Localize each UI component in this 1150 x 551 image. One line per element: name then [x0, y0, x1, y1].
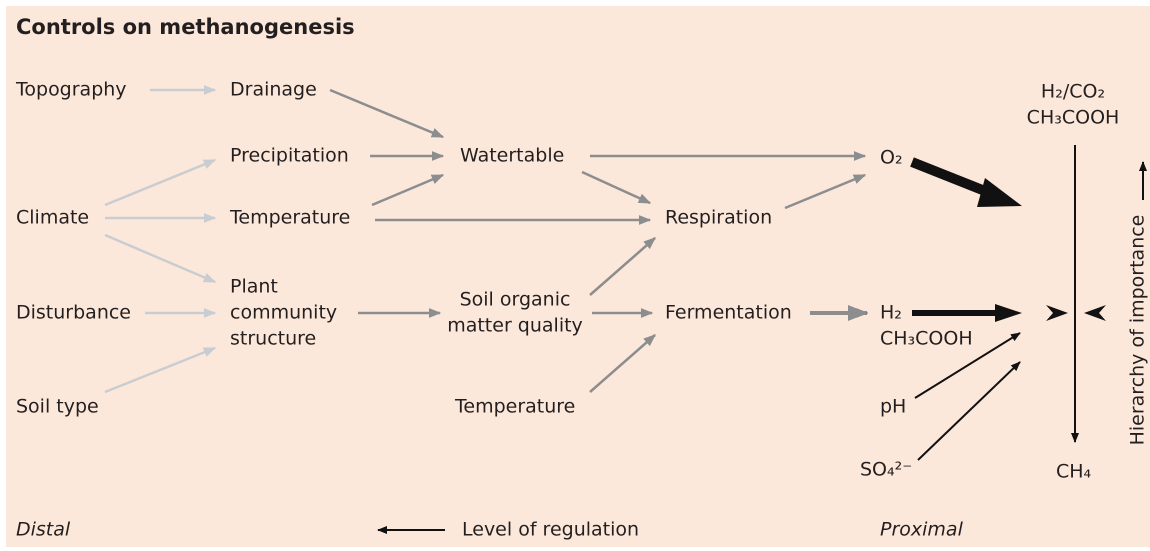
node-label: structure: [230, 328, 316, 350]
node-label: CH₃COOH: [880, 328, 973, 350]
footer-right: Proximal: [880, 519, 964, 541]
node-label: Temperature: [454, 396, 575, 418]
node-label: matter quality: [447, 315, 583, 337]
distal-arrows: [104, 85, 217, 394]
node-label: Drainage: [230, 79, 317, 101]
node-label: Temperature: [229, 207, 350, 229]
footer-left: Distal: [16, 519, 71, 541]
node-label: Climate: [16, 207, 89, 229]
node-label: CH₄: [1056, 461, 1092, 483]
node-label: H₂: [880, 302, 902, 324]
node-label: H₂/CO₂: [1041, 81, 1105, 103]
node-label: pH: [880, 396, 906, 418]
background: [6, 6, 1150, 547]
node-label: Topography: [15, 79, 127, 101]
node-label: CH₃COOH: [1027, 107, 1120, 129]
node-label: SO₄²⁻: [860, 459, 912, 481]
title: Controls on methanogenesis: [16, 15, 355, 39]
node-label: Plant: [230, 276, 278, 298]
footer-center: Level of regulation: [462, 519, 639, 541]
node-label: Precipitation: [230, 145, 349, 167]
proximal-arrows: [377, 145, 1147, 534]
node-label: Watertable: [460, 145, 564, 167]
node-label: community: [230, 302, 337, 324]
node-label: Soil type: [16, 396, 99, 418]
node-label: O₂: [880, 147, 903, 169]
node-label: Soil organic: [460, 289, 571, 311]
node-label: Fermentation: [665, 302, 792, 324]
side-label: Hierarchy of importance: [1127, 215, 1149, 446]
ferm-head: [848, 305, 868, 321]
node-label: Respiration: [665, 207, 772, 229]
node-label: Disturbance: [16, 302, 131, 324]
